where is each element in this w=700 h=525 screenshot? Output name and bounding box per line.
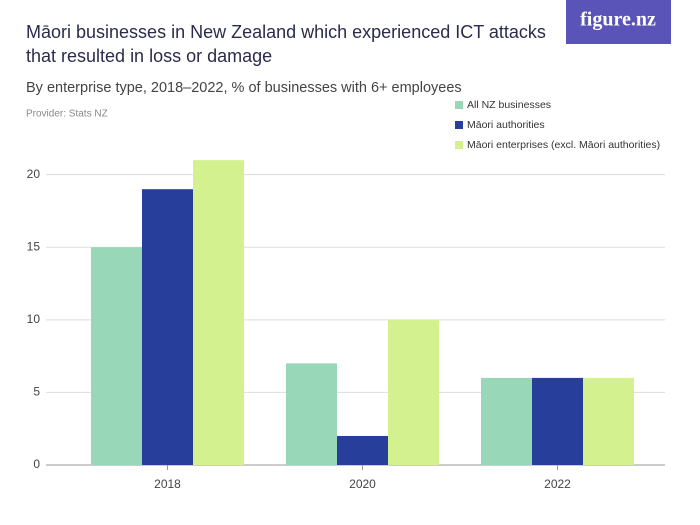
bar (286, 363, 337, 465)
legend-label: All NZ businesses (467, 99, 551, 111)
legend-swatch (455, 121, 463, 129)
title-box: Māori businesses in New Zealand which ex… (26, 22, 546, 66)
bar (481, 377, 532, 465)
y-tick-label: 10 (27, 312, 41, 326)
legend-swatch (455, 101, 463, 109)
bar (532, 377, 583, 465)
bar (337, 435, 388, 465)
bar (91, 247, 142, 465)
y-tick-label: 15 (27, 239, 41, 253)
provider: Provider: Stats NZ (26, 109, 108, 120)
logo-box (566, 0, 671, 44)
chart-subtitle: By enterprise type, 2018–2022, % of busi… (26, 80, 462, 96)
x-tick-label: 2022 (544, 477, 571, 491)
bar (583, 377, 634, 465)
x-tick-label: 2020 (349, 477, 376, 491)
legend-label: Māori authorities (467, 119, 545, 131)
bar (388, 319, 439, 465)
chart-title: Māori businesses in New Zealand which ex… (26, 22, 546, 66)
bar (142, 189, 193, 465)
y-tick-label: 0 (33, 457, 40, 471)
logo[interactable]: figure.nz (580, 9, 656, 31)
y-tick-label: 20 (27, 167, 41, 181)
legend-swatch (455, 141, 463, 149)
x-tick-label: 2018 (154, 477, 181, 491)
legend-label: Māori enterprises (excl. Māori authoriti… (467, 139, 660, 151)
y-tick-label: 5 (33, 385, 40, 399)
bar (193, 160, 244, 465)
